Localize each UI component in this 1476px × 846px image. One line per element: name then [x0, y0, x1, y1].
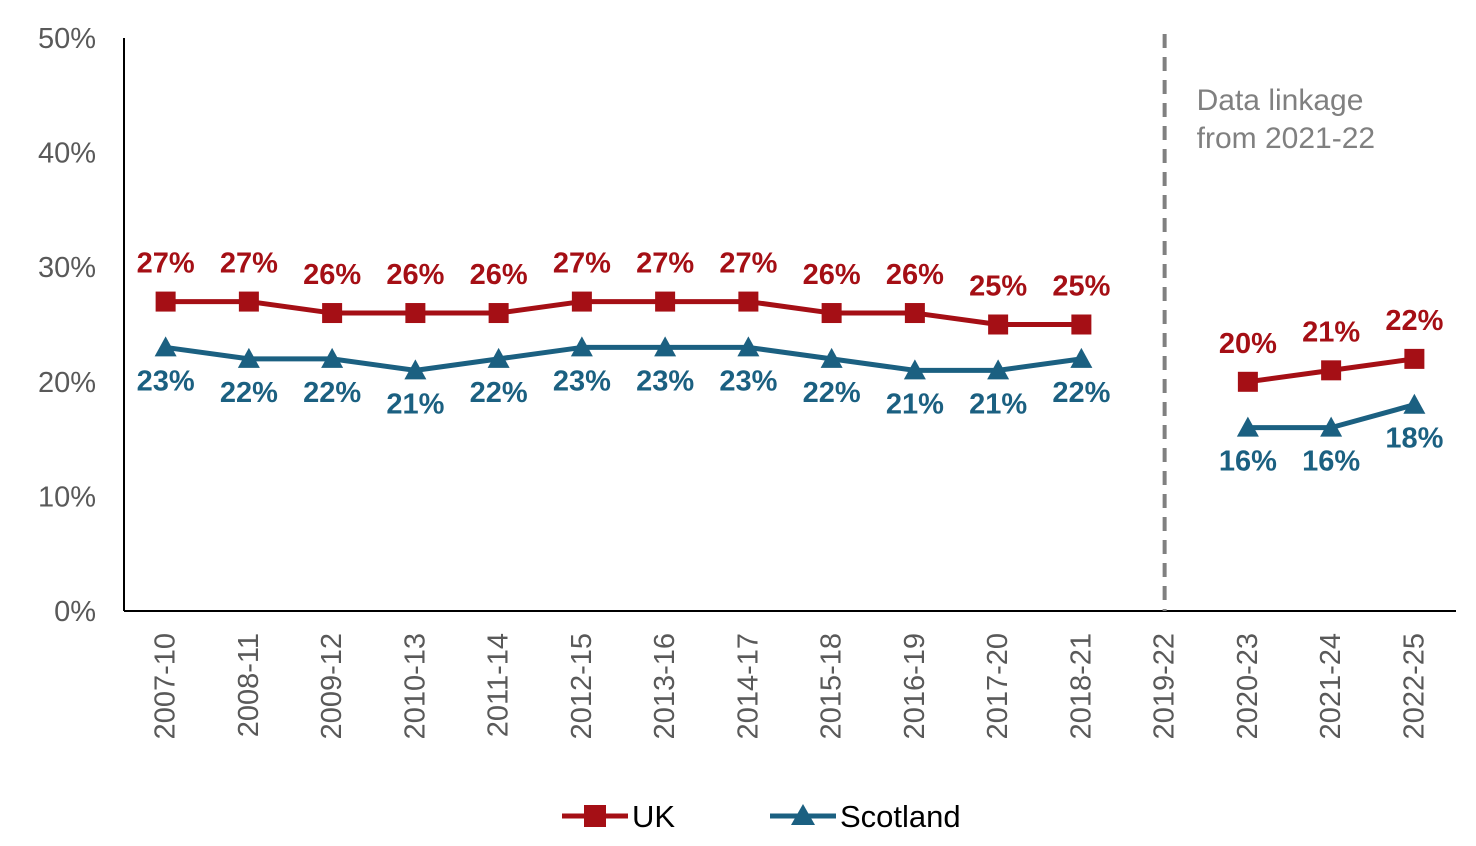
- data-label: 27%: [553, 248, 611, 280]
- data-point-square: [405, 303, 426, 324]
- data-point-triangle: [487, 347, 510, 368]
- data-point-triangle: [654, 336, 677, 357]
- x-tick-label: 2022-25: [1398, 633, 1430, 739]
- data-point-square: [988, 314, 1009, 335]
- data-label: 20%: [1219, 328, 1277, 360]
- data-label: 26%: [303, 259, 361, 291]
- annotation-text: Data linkage: [1197, 84, 1364, 117]
- x-tick-label: 2009-12: [316, 633, 348, 739]
- data-point-triangle: [987, 359, 1010, 380]
- data-point-triangle: [1070, 347, 1093, 368]
- data-label: 23%: [719, 365, 777, 397]
- series-scotland: 23% 22% 22% 21% 22% 23% 23% 23% 22% 21% 21% 22% 16% 1…: [137, 336, 1444, 478]
- data-point-square: [1237, 371, 1258, 392]
- data-point-triangle: [404, 359, 427, 380]
- legend-triangle-marker: [791, 804, 815, 825]
- data-label: 26%: [886, 259, 944, 291]
- y-tick-label: 10%: [38, 481, 96, 513]
- data-label: 27%: [719, 248, 777, 280]
- data-label: 22%: [1385, 305, 1443, 337]
- data-label: 22%: [1052, 377, 1110, 409]
- data-label: 18%: [1385, 423, 1443, 455]
- data-point-triangle: [820, 347, 843, 368]
- x-tick-label: 2018-21: [1065, 633, 1097, 739]
- x-tick-label: 2010-13: [399, 633, 431, 739]
- data-point-square: [155, 291, 176, 312]
- data-point-square: [571, 291, 592, 312]
- data-label: 22%: [303, 377, 361, 409]
- data-point-triangle: [1236, 416, 1259, 437]
- data-point-triangle: [321, 347, 344, 368]
- data-point-triangle: [1403, 393, 1426, 414]
- x-tick-label: 2019-22: [1149, 633, 1181, 739]
- data-label: 26%: [470, 259, 528, 291]
- x-tick-label: 2021-24: [1315, 633, 1347, 739]
- data-label: 27%: [220, 248, 278, 280]
- y-tick-label: 30%: [38, 252, 96, 284]
- data-label: 25%: [969, 271, 1027, 303]
- annotations: Data linkage from 2021-22: [1162, 34, 1375, 611]
- legend-item-scotland: Scotland: [770, 799, 961, 834]
- data-point-triangle: [154, 336, 177, 357]
- data-label: 21%: [886, 388, 944, 420]
- data-point-square: [738, 291, 759, 312]
- data-label: 23%: [137, 365, 195, 397]
- data-label: 16%: [1219, 446, 1277, 478]
- series-line-uk: [165, 299, 1082, 327]
- data-label: 21%: [969, 388, 1027, 420]
- data-label: 22%: [220, 377, 278, 409]
- y-tick-label: 0%: [54, 596, 96, 628]
- x-tick-label: 2008-11: [233, 633, 265, 737]
- x-tick-label: 2015-18: [816, 633, 848, 739]
- data-point-triangle: [903, 359, 926, 380]
- data-label: 21%: [386, 388, 444, 420]
- y-tick-label: 40%: [38, 138, 96, 170]
- data-label: 23%: [553, 365, 611, 397]
- data-point-square: [1071, 314, 1092, 335]
- data-point-square: [821, 303, 842, 324]
- data-label: 25%: [1052, 271, 1110, 303]
- data-label: 22%: [470, 377, 528, 409]
- series-layer: 27% 27% 26% 26% 26% 27% 27% 27% 26% 26% 25% 25%20% 2…: [137, 248, 1444, 478]
- x-tick-label: 2013-16: [649, 633, 681, 739]
- series-uk: 27% 27% 26% 26% 26% 27% 27% 27% 26% 26% 25% 25% 20% 2…: [137, 248, 1444, 392]
- legend-item-uk: UK: [562, 799, 675, 834]
- x-tick-label: 2011-14: [483, 633, 515, 737]
- data-point-triangle: [1320, 416, 1343, 437]
- x-tick-label: 2016-19: [899, 633, 931, 739]
- data-label: 22%: [803, 377, 861, 409]
- data-point-triangle: [237, 347, 260, 368]
- data-point-triangle: [570, 336, 593, 357]
- y-tick-label: 50%: [38, 23, 96, 55]
- data-point-square: [322, 303, 343, 324]
- data-point-triangle: [737, 336, 760, 357]
- data-label: 16%: [1302, 446, 1360, 478]
- data-label: 26%: [803, 259, 861, 291]
- axes: 0% 10% 20% 30% 40% 50% 2007-10 2008-11 2009-12 20…: [38, 23, 1456, 739]
- data-point-square: [488, 303, 509, 324]
- data-point-square: [238, 291, 259, 312]
- data-point-square: [1321, 360, 1342, 381]
- series-line-scotland: [165, 344, 1082, 373]
- x-tick-label: 2014-17: [732, 633, 764, 739]
- legend-label: Scotland: [840, 799, 961, 834]
- x-tick-label: 2012-15: [566, 633, 598, 739]
- data-label: 21%: [1302, 316, 1360, 348]
- data-point-square: [1404, 348, 1425, 369]
- data-label: 27%: [137, 248, 195, 280]
- y-tick-label: 20%: [38, 367, 96, 399]
- x-tick-label: 2020-23: [1232, 633, 1264, 739]
- data-label: 27%: [636, 248, 694, 280]
- x-tick-label: 2017-20: [982, 633, 1014, 739]
- data-point-square: [904, 303, 925, 324]
- annotation-text: from 2021-22: [1197, 122, 1375, 155]
- legend: UK Scotland: [562, 799, 961, 834]
- legend-square-marker: [584, 805, 606, 827]
- data-point-square: [655, 291, 676, 312]
- data-label: 26%: [386, 259, 444, 291]
- data-label: 23%: [636, 365, 694, 397]
- legend-label: UK: [632, 799, 675, 834]
- x-tick-label: 2007-10: [150, 633, 182, 739]
